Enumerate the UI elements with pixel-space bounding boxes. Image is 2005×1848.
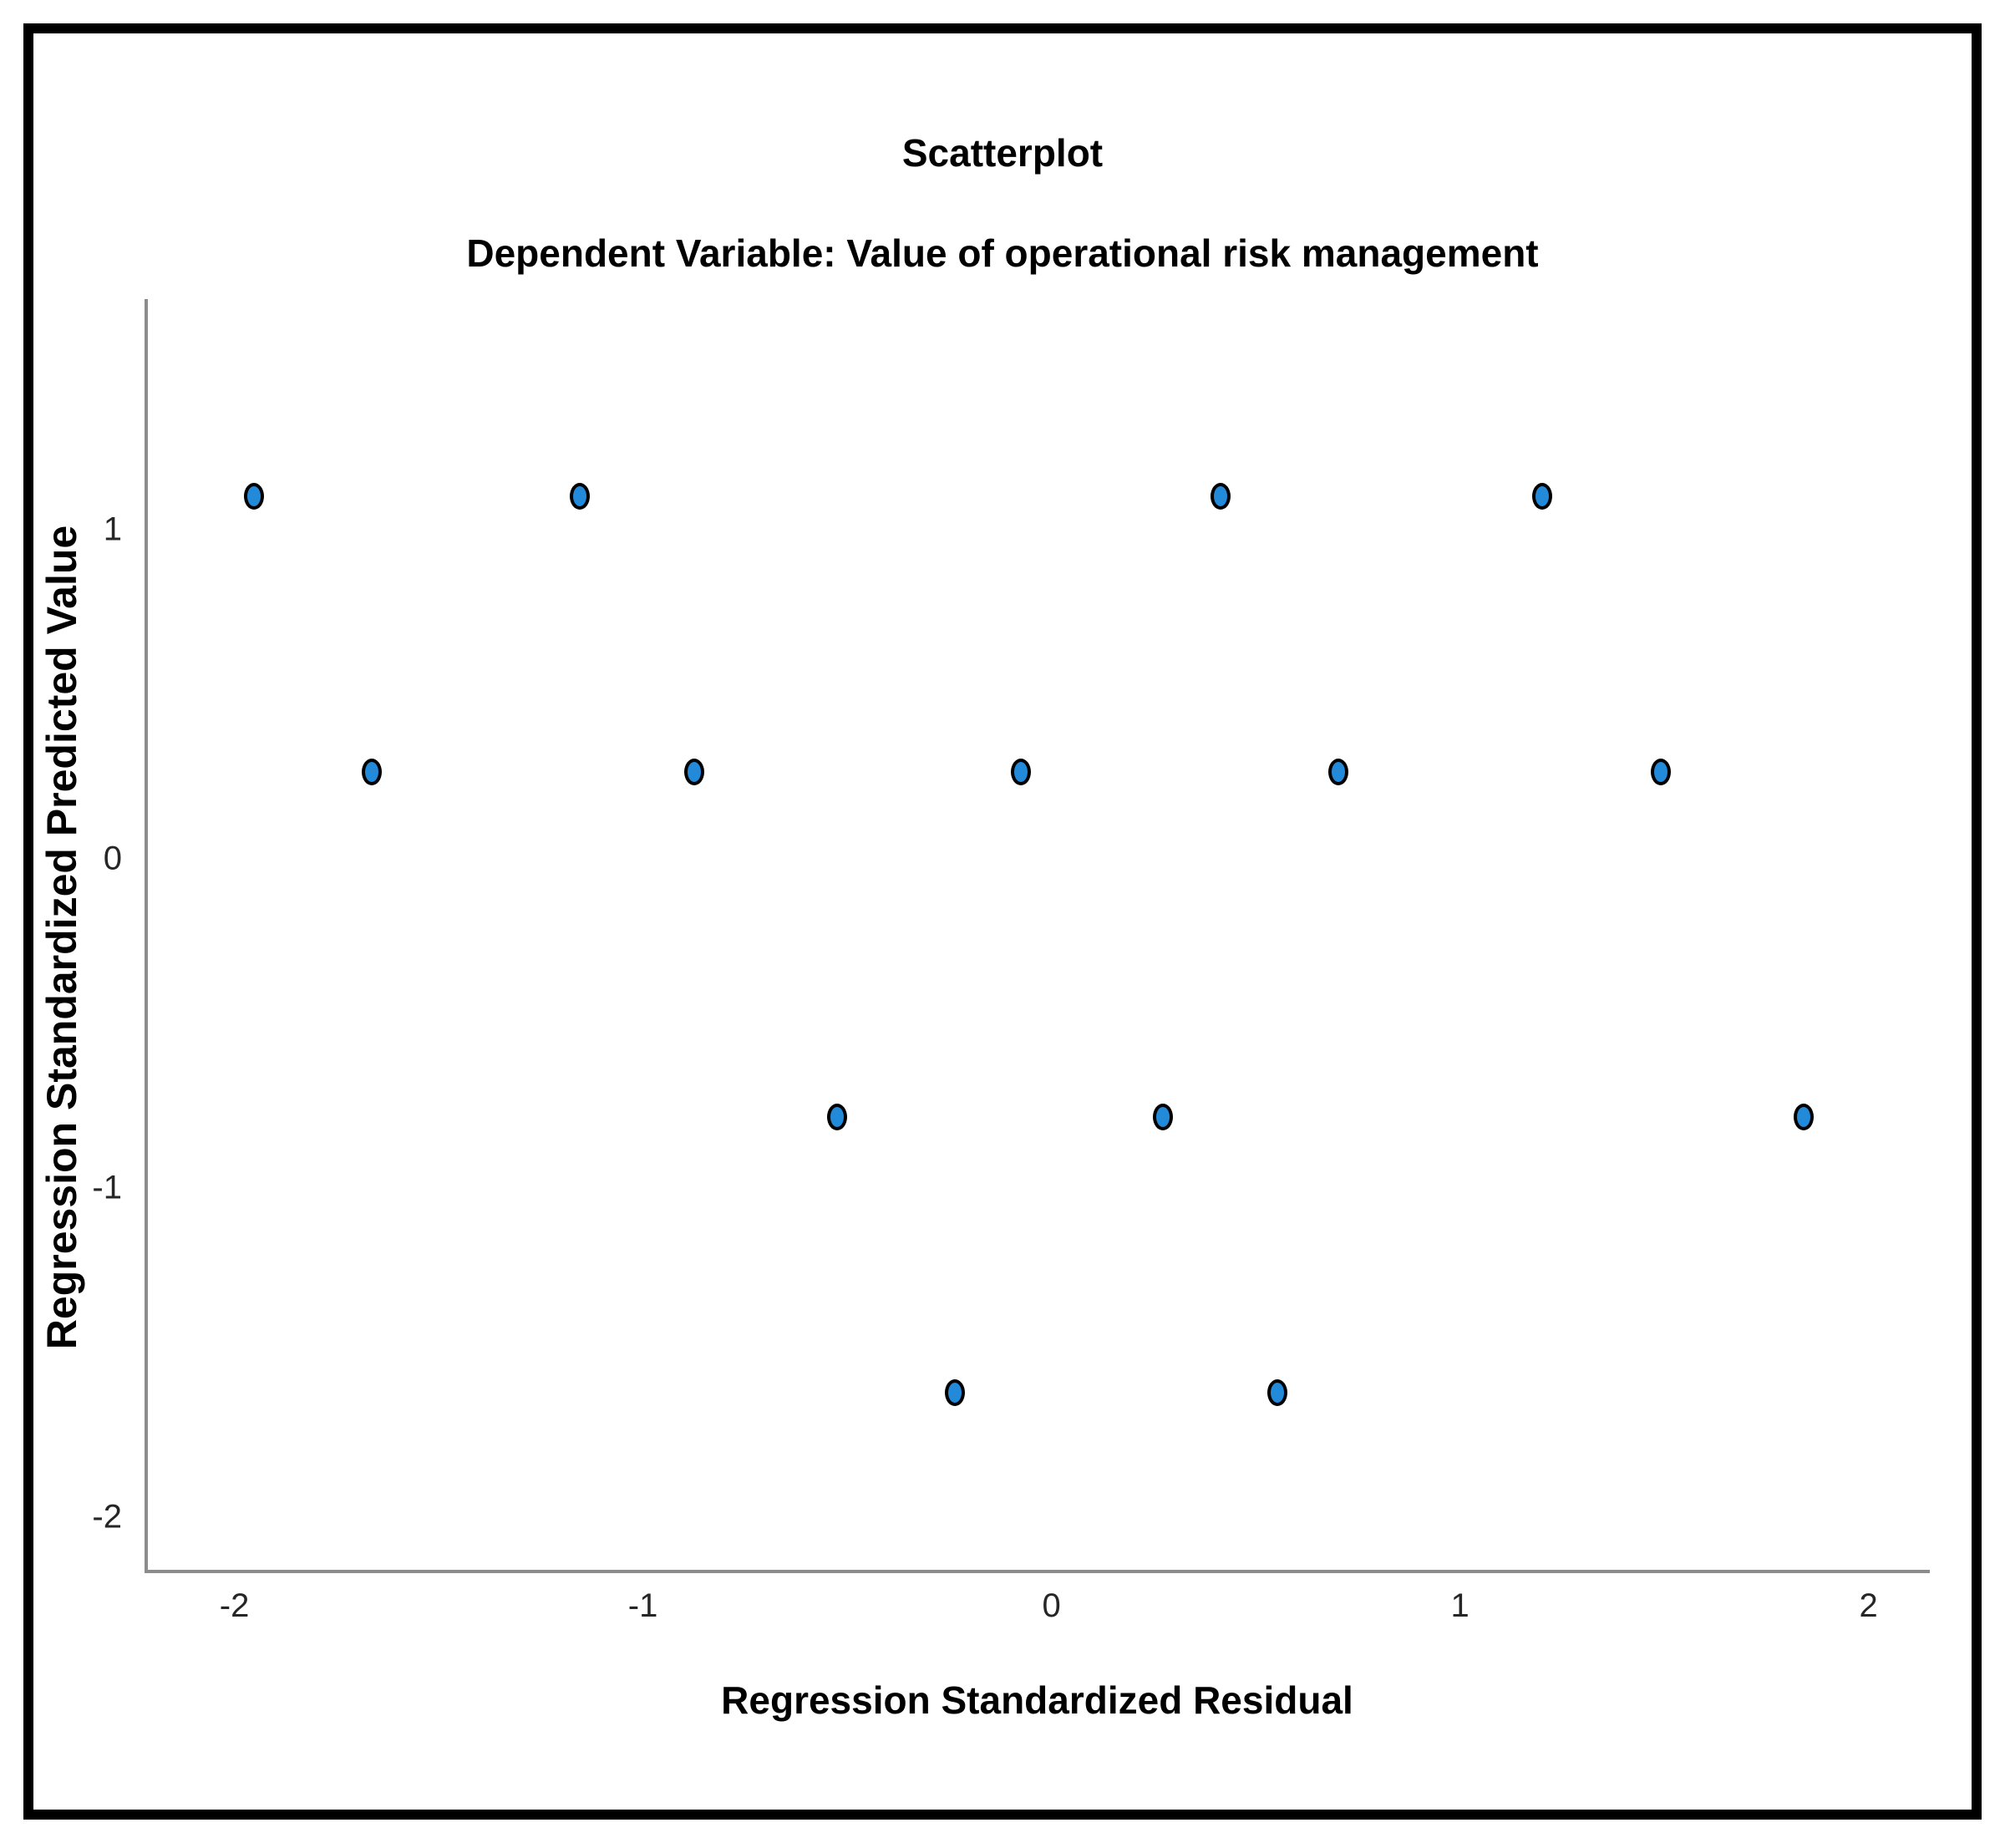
data-point [1532, 482, 1553, 510]
data-point [684, 758, 705, 785]
y-tick-label: 0 [103, 840, 122, 877]
data-point [945, 1378, 966, 1406]
x-tick-label: 0 [1042, 1587, 1061, 1624]
data-point [1328, 758, 1349, 785]
data-point [1650, 758, 1671, 785]
data-point [1010, 758, 1031, 785]
data-point [1153, 1103, 1174, 1130]
x-axis-ticks: -2 -1 0 1 2 [145, 1587, 1930, 1637]
data-point [1793, 1103, 1814, 1130]
x-tick-label: 1 [1450, 1587, 1469, 1624]
data-point [826, 1103, 847, 1130]
data-point [1267, 1378, 1288, 1406]
y-tick-label: -2 [92, 1498, 122, 1536]
x-axis-label: Regression Standardized Residual [721, 1678, 1353, 1722]
y-tick-label: 1 [103, 510, 122, 548]
chart-subtitle: Dependent Variable: Value of operational… [466, 231, 1539, 275]
data-point [362, 758, 383, 785]
x-tick-label: -1 [627, 1587, 658, 1624]
plot-area [145, 299, 1930, 1573]
data-point [1210, 482, 1231, 510]
chart-title: Scatterplot [901, 131, 1104, 175]
x-tick-label: -2 [219, 1587, 250, 1624]
data-point [243, 482, 264, 510]
y-tick-label: -1 [92, 1169, 122, 1206]
data-point [570, 482, 591, 510]
x-tick-label: 2 [1859, 1587, 1878, 1624]
y-axis-ticks: 1 0 -1 -2 [0, 299, 130, 1573]
